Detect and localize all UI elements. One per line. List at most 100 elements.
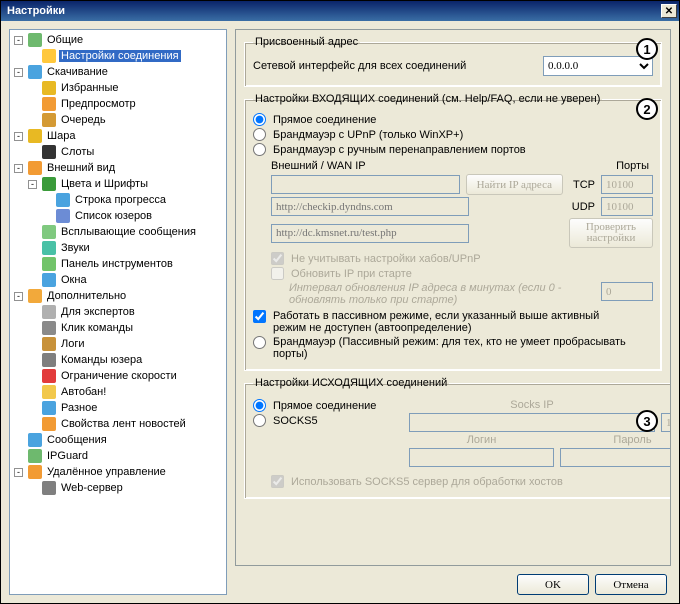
tree-item[interactable]: Сообщения: [14, 432, 226, 448]
tree-item[interactable]: Избранные: [28, 80, 226, 96]
tree-node-label[interactable]: Дополнительно: [45, 290, 128, 302]
radio-passive-fw[interactable]: [253, 336, 266, 349]
tree-item[interactable]: Web-сервер: [28, 480, 226, 496]
tree-expander-icon[interactable]: -: [14, 36, 23, 45]
tree-item[interactable]: Ограничение скорости: [28, 368, 226, 384]
tree-item[interactable]: Очередь: [28, 112, 226, 128]
tree-node-label[interactable]: Логи: [59, 338, 87, 350]
tree-node-label[interactable]: Свойства лент новостей: [59, 418, 188, 430]
check-settings-button[interactable]: Проверить настройки: [569, 218, 653, 248]
tree-node-label[interactable]: Клик команды: [59, 322, 135, 334]
tree-item[interactable]: Разное: [28, 400, 226, 416]
radio-direct[interactable]: [253, 113, 266, 126]
radio-out-direct[interactable]: [253, 399, 266, 412]
tree-node-label[interactable]: Команды юзера: [59, 354, 144, 366]
tree-item[interactable]: Настройки соединения: [28, 48, 226, 64]
tree-node-label[interactable]: Цвета и Шрифты: [59, 178, 150, 190]
chk-ignore-hubs[interactable]: Не учитывать настройки хабов/UPnP: [271, 252, 653, 265]
tree-item[interactable]: IPGuard: [14, 448, 226, 464]
tree-item[interactable]: Предпросмотр: [28, 96, 226, 112]
tree-item[interactable]: Команды юзера: [28, 352, 226, 368]
chk-update-ip[interactable]: Обновить IP при старте: [271, 267, 653, 280]
tree-node-label[interactable]: Очередь: [59, 114, 108, 126]
tree-node-label[interactable]: Предпросмотр: [59, 98, 138, 110]
tree-item[interactable]: - Общие: [14, 32, 226, 48]
checkbox-update-ip[interactable]: [271, 267, 284, 280]
tree-node-label[interactable]: Слоты: [59, 146, 96, 158]
radio-out-socks[interactable]: [253, 414, 266, 427]
settings-tree[interactable]: - Общие Настройки соединения - Скачивание Изб…: [9, 29, 227, 595]
udp-port-input[interactable]: [601, 197, 653, 216]
tree-node-label[interactable]: Звуки: [59, 242, 92, 254]
tree-node-label[interactable]: Внешний вид: [45, 162, 117, 174]
tree-node-label[interactable]: Разное: [59, 402, 99, 414]
tree-item[interactable]: Панель инструментов: [28, 256, 226, 272]
interval-input[interactable]: [601, 282, 653, 301]
tree-node-label[interactable]: Избранные: [59, 82, 121, 94]
tree-expander-icon[interactable]: -: [14, 132, 23, 141]
ok-button[interactable]: OK: [517, 574, 589, 595]
tree-node-label[interactable]: Всплывающие сообщения: [59, 226, 198, 238]
tree-item[interactable]: Клик команды: [28, 320, 226, 336]
tree-node-label[interactable]: Общие: [45, 34, 85, 46]
checkbox-socks-resolve[interactable]: [271, 475, 284, 488]
radio-manual[interactable]: [253, 143, 266, 156]
tree-item[interactable]: -Удалённое управление: [14, 464, 226, 480]
tree-expander-icon[interactable]: -: [14, 292, 23, 301]
tree-expander-icon[interactable]: -: [28, 180, 37, 189]
tree-item[interactable]: Звуки: [28, 240, 226, 256]
tree-item[interactable]: Слоты: [28, 144, 226, 160]
checkbox-passive[interactable]: [253, 310, 266, 323]
tree-node-label[interactable]: Сообщения: [45, 434, 109, 446]
tree-expander-icon[interactable]: -: [14, 164, 23, 173]
socks-login-input[interactable]: [409, 448, 554, 467]
tree-node-label[interactable]: Шара: [45, 130, 77, 142]
out-direct[interactable]: Прямое соединение: [253, 399, 403, 412]
wan-ip-input[interactable]: [271, 175, 460, 194]
tree-node-label[interactable]: Настройки соединения: [59, 50, 181, 62]
tree-item[interactable]: Для экспертов: [28, 304, 226, 320]
tree-item[interactable]: Автобан!: [28, 384, 226, 400]
tree-node-label[interactable]: Панель инструментов: [59, 258, 175, 270]
out-socks[interactable]: SOCKS5: [253, 414, 403, 427]
tree-node-label[interactable]: Ограничение скорости: [59, 370, 179, 382]
cancel-button[interactable]: Отмена: [595, 574, 667, 595]
chk-socks-resolve[interactable]: Использовать SOCKS5 сервер для обработки…: [271, 475, 671, 488]
tree-item[interactable]: - Цвета и Шрифты: [28, 176, 226, 192]
chk-passive[interactable]: Работать в пассивном режиме, если указан…: [253, 310, 653, 334]
opt-upnp[interactable]: Брандмауэр с UPnP (только WinXP+): [253, 128, 653, 141]
tree-expander-icon[interactable]: -: [14, 468, 23, 477]
check-url1-input[interactable]: [271, 197, 469, 216]
socks-ip-input[interactable]: [409, 413, 655, 432]
tree-node-label[interactable]: Строка прогресса: [73, 194, 168, 206]
tree-item[interactable]: Список юзеров: [42, 208, 226, 224]
tree-item[interactable]: - Дополнительно: [14, 288, 226, 304]
tree-item[interactable]: Строка прогресса: [42, 192, 226, 208]
radio-upnp[interactable]: [253, 128, 266, 141]
tree-item[interactable]: - Скачивание: [14, 64, 226, 80]
tree-item[interactable]: Всплывающие сообщения: [28, 224, 226, 240]
tree-item[interactable]: Логи: [28, 336, 226, 352]
find-ip-button[interactable]: Найти IP адреса: [466, 174, 563, 195]
tree-node-label[interactable]: Для экспертов: [59, 306, 137, 318]
tree-node-label[interactable]: Скачивание: [45, 66, 110, 78]
tree-item[interactable]: Свойства лент новостей: [28, 416, 226, 432]
tree-expander-icon[interactable]: -: [14, 68, 23, 77]
tree-node-label[interactable]: Автобан!: [59, 386, 108, 398]
tree-item[interactable]: - Внешний вид: [14, 160, 226, 176]
tree-node-label[interactable]: Окна: [59, 274, 89, 286]
tcp-port-input[interactable]: [601, 175, 653, 194]
checkbox-ignore-hubs[interactable]: [271, 252, 284, 265]
tree-node-label[interactable]: Web-сервер: [59, 482, 125, 494]
opt-direct[interactable]: Прямое соединение: [253, 113, 653, 126]
tree-item[interactable]: Окна: [28, 272, 226, 288]
close-icon[interactable]: ✕: [661, 4, 677, 18]
opt-manual[interactable]: Брандмауэр с ручным перенаправлением пор…: [253, 143, 653, 156]
socks-port-input[interactable]: [661, 413, 671, 432]
interface-select[interactable]: 0.0.0.0: [543, 56, 653, 76]
tree-item[interactable]: - Шара: [14, 128, 226, 144]
check-url2-input[interactable]: [271, 224, 469, 243]
socks-pass-input[interactable]: [560, 448, 671, 467]
tree-node-label[interactable]: IPGuard: [45, 450, 90, 462]
opt-passive-fw[interactable]: Брандмауэр (Пассивный режим: для тех, кт…: [253, 336, 653, 360]
